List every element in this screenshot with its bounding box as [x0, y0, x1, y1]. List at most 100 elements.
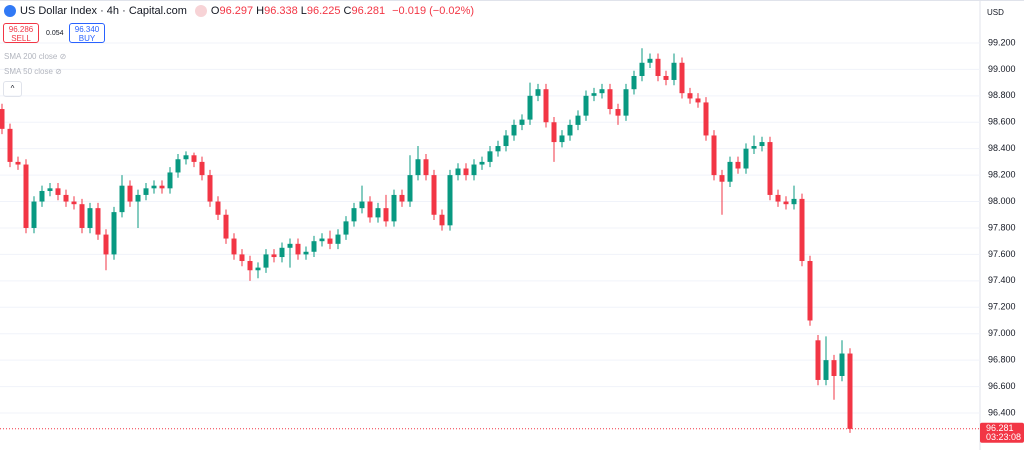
- indicator[interactable]: SMA 200 close ⊘: [4, 52, 67, 61]
- candle-body: [543, 89, 549, 123]
- candle-body: [447, 175, 453, 226]
- candle-body: [151, 185, 157, 189]
- candle-body: [783, 201, 789, 205]
- candle-body: [167, 172, 173, 189]
- candle-body: [823, 360, 829, 380]
- y-tick-label: 99.200: [988, 37, 1016, 47]
- candle-body: [199, 161, 205, 176]
- candle-body: [647, 58, 653, 63]
- y-tick-label: 98.800: [988, 90, 1016, 100]
- candle-body: [103, 234, 109, 255]
- symbol-logo: [4, 5, 16, 17]
- indicator-label: SMA 50 close: [4, 67, 53, 76]
- candle-body: [351, 208, 357, 222]
- candle-body: [191, 155, 197, 162]
- candle-body: [143, 188, 149, 195]
- candle-body: [807, 261, 813, 321]
- candle-body: [359, 201, 365, 209]
- quote-value: 96.338: [264, 5, 298, 17]
- candle-body: [0, 109, 5, 129]
- candle-body: [471, 164, 477, 176]
- candle-body: [95, 208, 101, 235]
- y-tick-label: 97.000: [988, 328, 1016, 338]
- candle-body: [495, 146, 501, 152]
- candle-body: [535, 89, 541, 96]
- quote-label: O: [210, 5, 220, 17]
- candle-body: [527, 95, 533, 120]
- candle-body: [775, 194, 781, 202]
- candle-body: [671, 62, 677, 80]
- candle-body: [407, 175, 413, 202]
- quote-value: 96.225: [306, 5, 341, 17]
- candle-body: [7, 128, 13, 162]
- sell-price: 96.286: [8, 25, 34, 34]
- quote-value: 96.297: [219, 5, 254, 17]
- candle-body: [111, 212, 117, 255]
- candle-body: [55, 188, 61, 195]
- candle-body: [615, 109, 621, 116]
- candle-body: [279, 247, 285, 258]
- y-tick-label: 98.400: [988, 143, 1016, 153]
- header: US Dollar Index · 4h · Capital.com O96.2…: [4, 5, 474, 17]
- candle-body: [799, 198, 805, 262]
- candle-body: [591, 93, 597, 96]
- candle-body: [223, 214, 229, 239]
- candle-body: [599, 89, 605, 94]
- candle-body: [559, 135, 565, 143]
- y-tick-label: 98.000: [988, 196, 1016, 206]
- candle-body: [687, 93, 693, 99]
- candle-body: [679, 62, 685, 94]
- candle-body: [631, 75, 637, 90]
- sell-button[interactable]: 96.286 SELL: [3, 23, 39, 43]
- candle-body: [575, 115, 581, 125]
- currency[interactable]: USD: [987, 8, 1004, 17]
- candle-body: [727, 161, 733, 182]
- candle-body: [519, 119, 525, 125]
- quote-label: C: [343, 5, 352, 17]
- candle-body: [63, 194, 69, 202]
- candle-body: [695, 98, 701, 103]
- candle-body: [87, 208, 93, 228]
- candle-body: [415, 159, 421, 176]
- candle-body: [15, 161, 21, 165]
- collapse-button[interactable]: ^: [3, 81, 22, 97]
- candle-body: [31, 201, 37, 228]
- candle-body: [743, 148, 749, 169]
- candle-body: [383, 208, 389, 222]
- candle-body: [479, 161, 485, 165]
- candle-body: [391, 194, 397, 222]
- candle-body: [159, 185, 165, 189]
- last-price-tag: [980, 422, 1024, 443]
- buy-label: BUY: [78, 34, 96, 43]
- candle-body: [375, 208, 381, 218]
- indicator[interactable]: SMA 50 close ⊘: [4, 67, 62, 76]
- candle-body: [767, 142, 773, 195]
- symbol-title[interactable]: US Dollar Index · 4h · Capital.com: [20, 5, 187, 17]
- candle-body: [47, 188, 53, 191]
- buy-price: 96.340: [74, 25, 100, 34]
- candle-body: [399, 194, 405, 202]
- y-tick-label: 96.400: [988, 407, 1016, 417]
- quote-value: 96.281: [351, 5, 386, 17]
- candle-body: [623, 89, 629, 116]
- candle-body: [639, 62, 645, 76]
- candle-body: [71, 201, 77, 205]
- last-price-label: 96.281: [986, 423, 1014, 433]
- candle-body: [583, 95, 589, 116]
- candle-body: [759, 142, 765, 147]
- candle-body: [719, 175, 725, 182]
- candle-body: [39, 190, 45, 202]
- candle-body: [847, 353, 853, 429]
- buy-button[interactable]: 96.340 BUY: [69, 23, 105, 43]
- candle-body: [431, 175, 437, 215]
- y-tick-label: 96.600: [988, 381, 1016, 391]
- y-tick-label: 99.000: [988, 64, 1016, 74]
- candle-body: [335, 234, 341, 244]
- candle-body: [319, 238, 325, 242]
- countdown: 03:23:08: [986, 432, 1021, 442]
- candle-body: [295, 243, 301, 255]
- candle-body: [703, 102, 709, 136]
- y-tick-label: 97.200: [988, 302, 1016, 312]
